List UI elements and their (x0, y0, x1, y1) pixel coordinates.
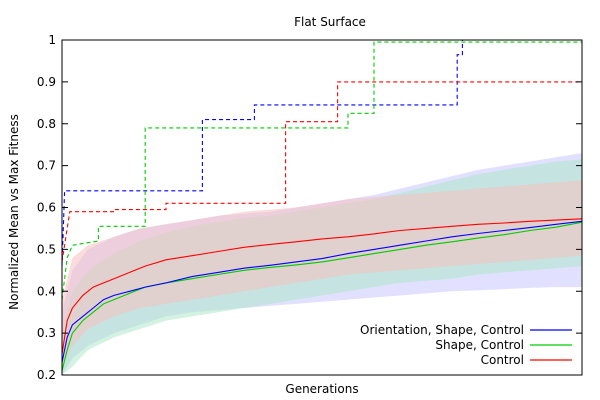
y-tick-label: 0.4 (37, 284, 56, 298)
confidence-bands (62, 153, 582, 375)
mean-line-2 (61, 221, 583, 371)
x-axis-label: Generations (285, 382, 358, 396)
y-axis-label: Normalized Mean vs Max Fitness (7, 114, 21, 310)
y-tick-label: 0.6 (37, 201, 56, 215)
legend-label: Control (481, 353, 524, 367)
y-tick-label: 0.3 (37, 326, 56, 340)
y-tick-label: 0.7 (37, 159, 56, 173)
legend-label: Shape, Control (435, 338, 524, 352)
y-tick-label: 1 (48, 33, 56, 47)
y-tick-label: 0.9 (37, 75, 56, 89)
y-tick-label: 0.8 (37, 117, 56, 131)
chart-title: Flat Surface (294, 15, 366, 29)
max-line-1 (61, 39, 582, 267)
y-axis-ticks: 0.2 0.3 0.4 0.5 0.6 0.7 0.8 0.9 1 (37, 33, 582, 382)
max-line-3 (61, 81, 582, 262)
y-tick-label: 0.5 (37, 242, 56, 256)
series-lines (61, 39, 583, 371)
y-tick-label: 0.2 (37, 368, 56, 382)
legend-label: Orientation, Shape, Control (360, 323, 524, 337)
band-3 (62, 180, 582, 367)
mean-line-3 (61, 218, 583, 355)
max-line-2 (61, 41, 582, 300)
mean-line-1 (61, 220, 583, 363)
